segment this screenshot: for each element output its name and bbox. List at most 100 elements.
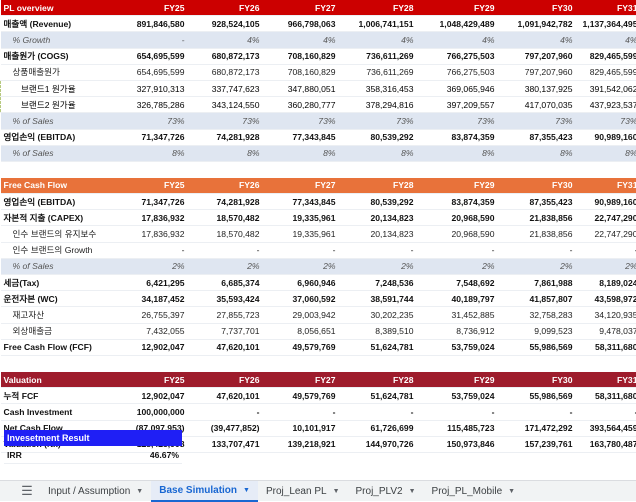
row-label[interactable]: % Growth <box>1 32 116 48</box>
value-cell[interactable]: - <box>498 404 576 420</box>
value-cell[interactable]: 22,747,290 <box>576 210 636 226</box>
empty-cell[interactable] <box>116 161 188 178</box>
value-cell[interactable]: 53,759,024 <box>417 388 498 404</box>
value-cell[interactable]: 766,275,503 <box>417 48 498 64</box>
value-cell[interactable]: 115,485,723 <box>417 420 498 436</box>
value-cell[interactable]: 61,726,699 <box>339 420 417 436</box>
value-cell[interactable]: 49,579,769 <box>263 339 339 355</box>
investment-result-title[interactable]: Invesetment Result <box>4 430 182 446</box>
empty-cell[interactable] <box>263 161 339 178</box>
value-cell[interactable]: 680,872,173 <box>188 48 263 64</box>
value-cell[interactable]: 347,880,051 <box>263 80 339 96</box>
column-header-fy25[interactable]: FY25 <box>116 178 188 194</box>
value-cell[interactable]: 51,624,781 <box>339 388 417 404</box>
row-label[interactable]: 외상매출금 <box>1 323 116 339</box>
value-cell[interactable]: 708,160,829 <box>263 48 339 64</box>
value-cell[interactable]: 20,968,590 <box>417 226 498 242</box>
row-label[interactable]: 자본적 지출 (CAPEX) <box>1 210 116 226</box>
value-cell[interactable]: 2% <box>188 258 263 274</box>
empty-cell[interactable] <box>188 161 263 178</box>
row-label[interactable]: 매출액 (Revenue) <box>1 16 116 32</box>
value-cell[interactable]: 73% <box>339 113 417 129</box>
row-label[interactable]: 매출원가 (COGS) <box>1 48 116 64</box>
value-cell[interactable]: 736,611,269 <box>339 64 417 80</box>
value-cell[interactable]: 4% <box>417 32 498 48</box>
value-cell[interactable]: 393,564,459 <box>576 420 636 436</box>
column-header-fy31[interactable]: FY31 <box>576 372 636 388</box>
value-cell[interactable]: 7,861,988 <box>498 275 576 291</box>
column-header-fy29[interactable]: FY29 <box>417 372 498 388</box>
value-cell[interactable]: 966,798,063 <box>263 16 339 32</box>
value-cell[interactable]: 26,755,397 <box>116 307 188 323</box>
column-header-fy31[interactable]: FY31 <box>576 0 636 16</box>
value-cell[interactable]: 7,737,701 <box>188 323 263 339</box>
empty-cell[interactable] <box>498 161 576 178</box>
column-header-fy30[interactable]: FY30 <box>498 0 576 16</box>
column-header-fy27[interactable]: FY27 <box>263 372 339 388</box>
empty-cell[interactable] <box>1 355 116 372</box>
column-header-fy29[interactable]: FY29 <box>417 0 498 16</box>
row-label[interactable]: % of Sales <box>1 113 116 129</box>
value-cell[interactable]: 6,960,946 <box>263 275 339 291</box>
empty-cell[interactable] <box>417 161 498 178</box>
value-cell[interactable]: 654,695,599 <box>116 64 188 80</box>
free-cash-flow-title[interactable]: Free Cash Flow <box>1 178 116 194</box>
row-label[interactable]: 브랜드2 원가율 <box>1 97 116 113</box>
value-cell[interactable]: 47,620,101 <box>188 388 263 404</box>
value-cell[interactable]: 1,048,429,489 <box>417 16 498 32</box>
value-cell[interactable]: 77,343,845 <box>263 129 339 145</box>
value-cell[interactable]: 9,478,037 <box>576 323 636 339</box>
value-cell[interactable]: 2% <box>263 258 339 274</box>
pl-overview-title[interactable]: PL overview <box>1 0 116 16</box>
value-cell[interactable]: - <box>417 242 498 258</box>
sheet-tab-proj-pl-mobile[interactable]: Proj_PL_Mobile▼ <box>424 481 524 502</box>
column-header-fy25[interactable]: FY25 <box>116 0 188 16</box>
value-cell[interactable]: 74,281,928 <box>188 129 263 145</box>
value-cell[interactable]: 708,160,829 <box>263 64 339 80</box>
value-cell[interactable]: 4% <box>576 32 636 48</box>
value-cell[interactable]: 8,056,651 <box>263 323 339 339</box>
tab-dropdown-icon[interactable]: ▼ <box>243 487 250 494</box>
tab-dropdown-icon[interactable]: ▼ <box>136 488 143 495</box>
empty-cell[interactable] <box>576 161 636 178</box>
irr-row[interactable]: IRR 46.67% <box>4 448 182 464</box>
value-cell[interactable]: - <box>263 242 339 258</box>
column-header-fy26[interactable]: FY26 <box>188 178 263 194</box>
value-cell[interactable]: 8% <box>188 145 263 161</box>
value-cell[interactable]: 8% <box>116 145 188 161</box>
value-cell[interactable]: 80,539,292 <box>339 129 417 145</box>
value-cell[interactable]: 2% <box>116 258 188 274</box>
column-header-fy31[interactable]: FY31 <box>576 178 636 194</box>
value-cell[interactable]: 8% <box>263 145 339 161</box>
value-cell[interactable]: 58,311,680 <box>576 339 636 355</box>
row-label[interactable]: Free Cash Flow (FCF) <box>1 339 116 355</box>
value-cell[interactable]: 55,986,569 <box>498 339 576 355</box>
value-cell[interactable]: - <box>417 404 498 420</box>
value-cell[interactable]: 171,472,292 <box>498 420 576 436</box>
value-cell[interactable]: 73% <box>116 113 188 129</box>
empty-cell[interactable] <box>1 161 116 178</box>
value-cell[interactable]: 35,593,424 <box>188 291 263 307</box>
empty-cell[interactable] <box>339 355 417 372</box>
empty-cell[interactable] <box>498 355 576 372</box>
sheet-tab-base-simulation[interactable]: Base Simulation▼ <box>151 481 258 502</box>
value-cell[interactable]: 43,598,972 <box>576 291 636 307</box>
empty-cell[interactable] <box>263 355 339 372</box>
empty-cell[interactable] <box>188 355 263 372</box>
value-cell[interactable]: 144,970,726 <box>339 436 417 452</box>
value-cell[interactable]: 37,060,592 <box>263 291 339 307</box>
value-cell[interactable]: 55,986,569 <box>498 388 576 404</box>
value-cell[interactable]: 139,218,921 <box>263 436 339 452</box>
column-header-fy29[interactable]: FY29 <box>417 178 498 194</box>
column-header-fy26[interactable]: FY26 <box>188 0 263 16</box>
value-cell[interactable]: 27,855,723 <box>188 307 263 323</box>
value-cell[interactable]: 891,846,580 <box>116 16 188 32</box>
value-cell[interactable]: 829,465,599 <box>576 48 636 64</box>
value-cell[interactable]: 8% <box>339 145 417 161</box>
value-cell[interactable]: 41,857,807 <box>498 291 576 307</box>
value-cell[interactable]: 2% <box>498 258 576 274</box>
value-cell[interactable]: 4% <box>263 32 339 48</box>
value-cell[interactable]: 87,355,423 <box>498 129 576 145</box>
value-cell[interactable]: 680,872,173 <box>188 64 263 80</box>
